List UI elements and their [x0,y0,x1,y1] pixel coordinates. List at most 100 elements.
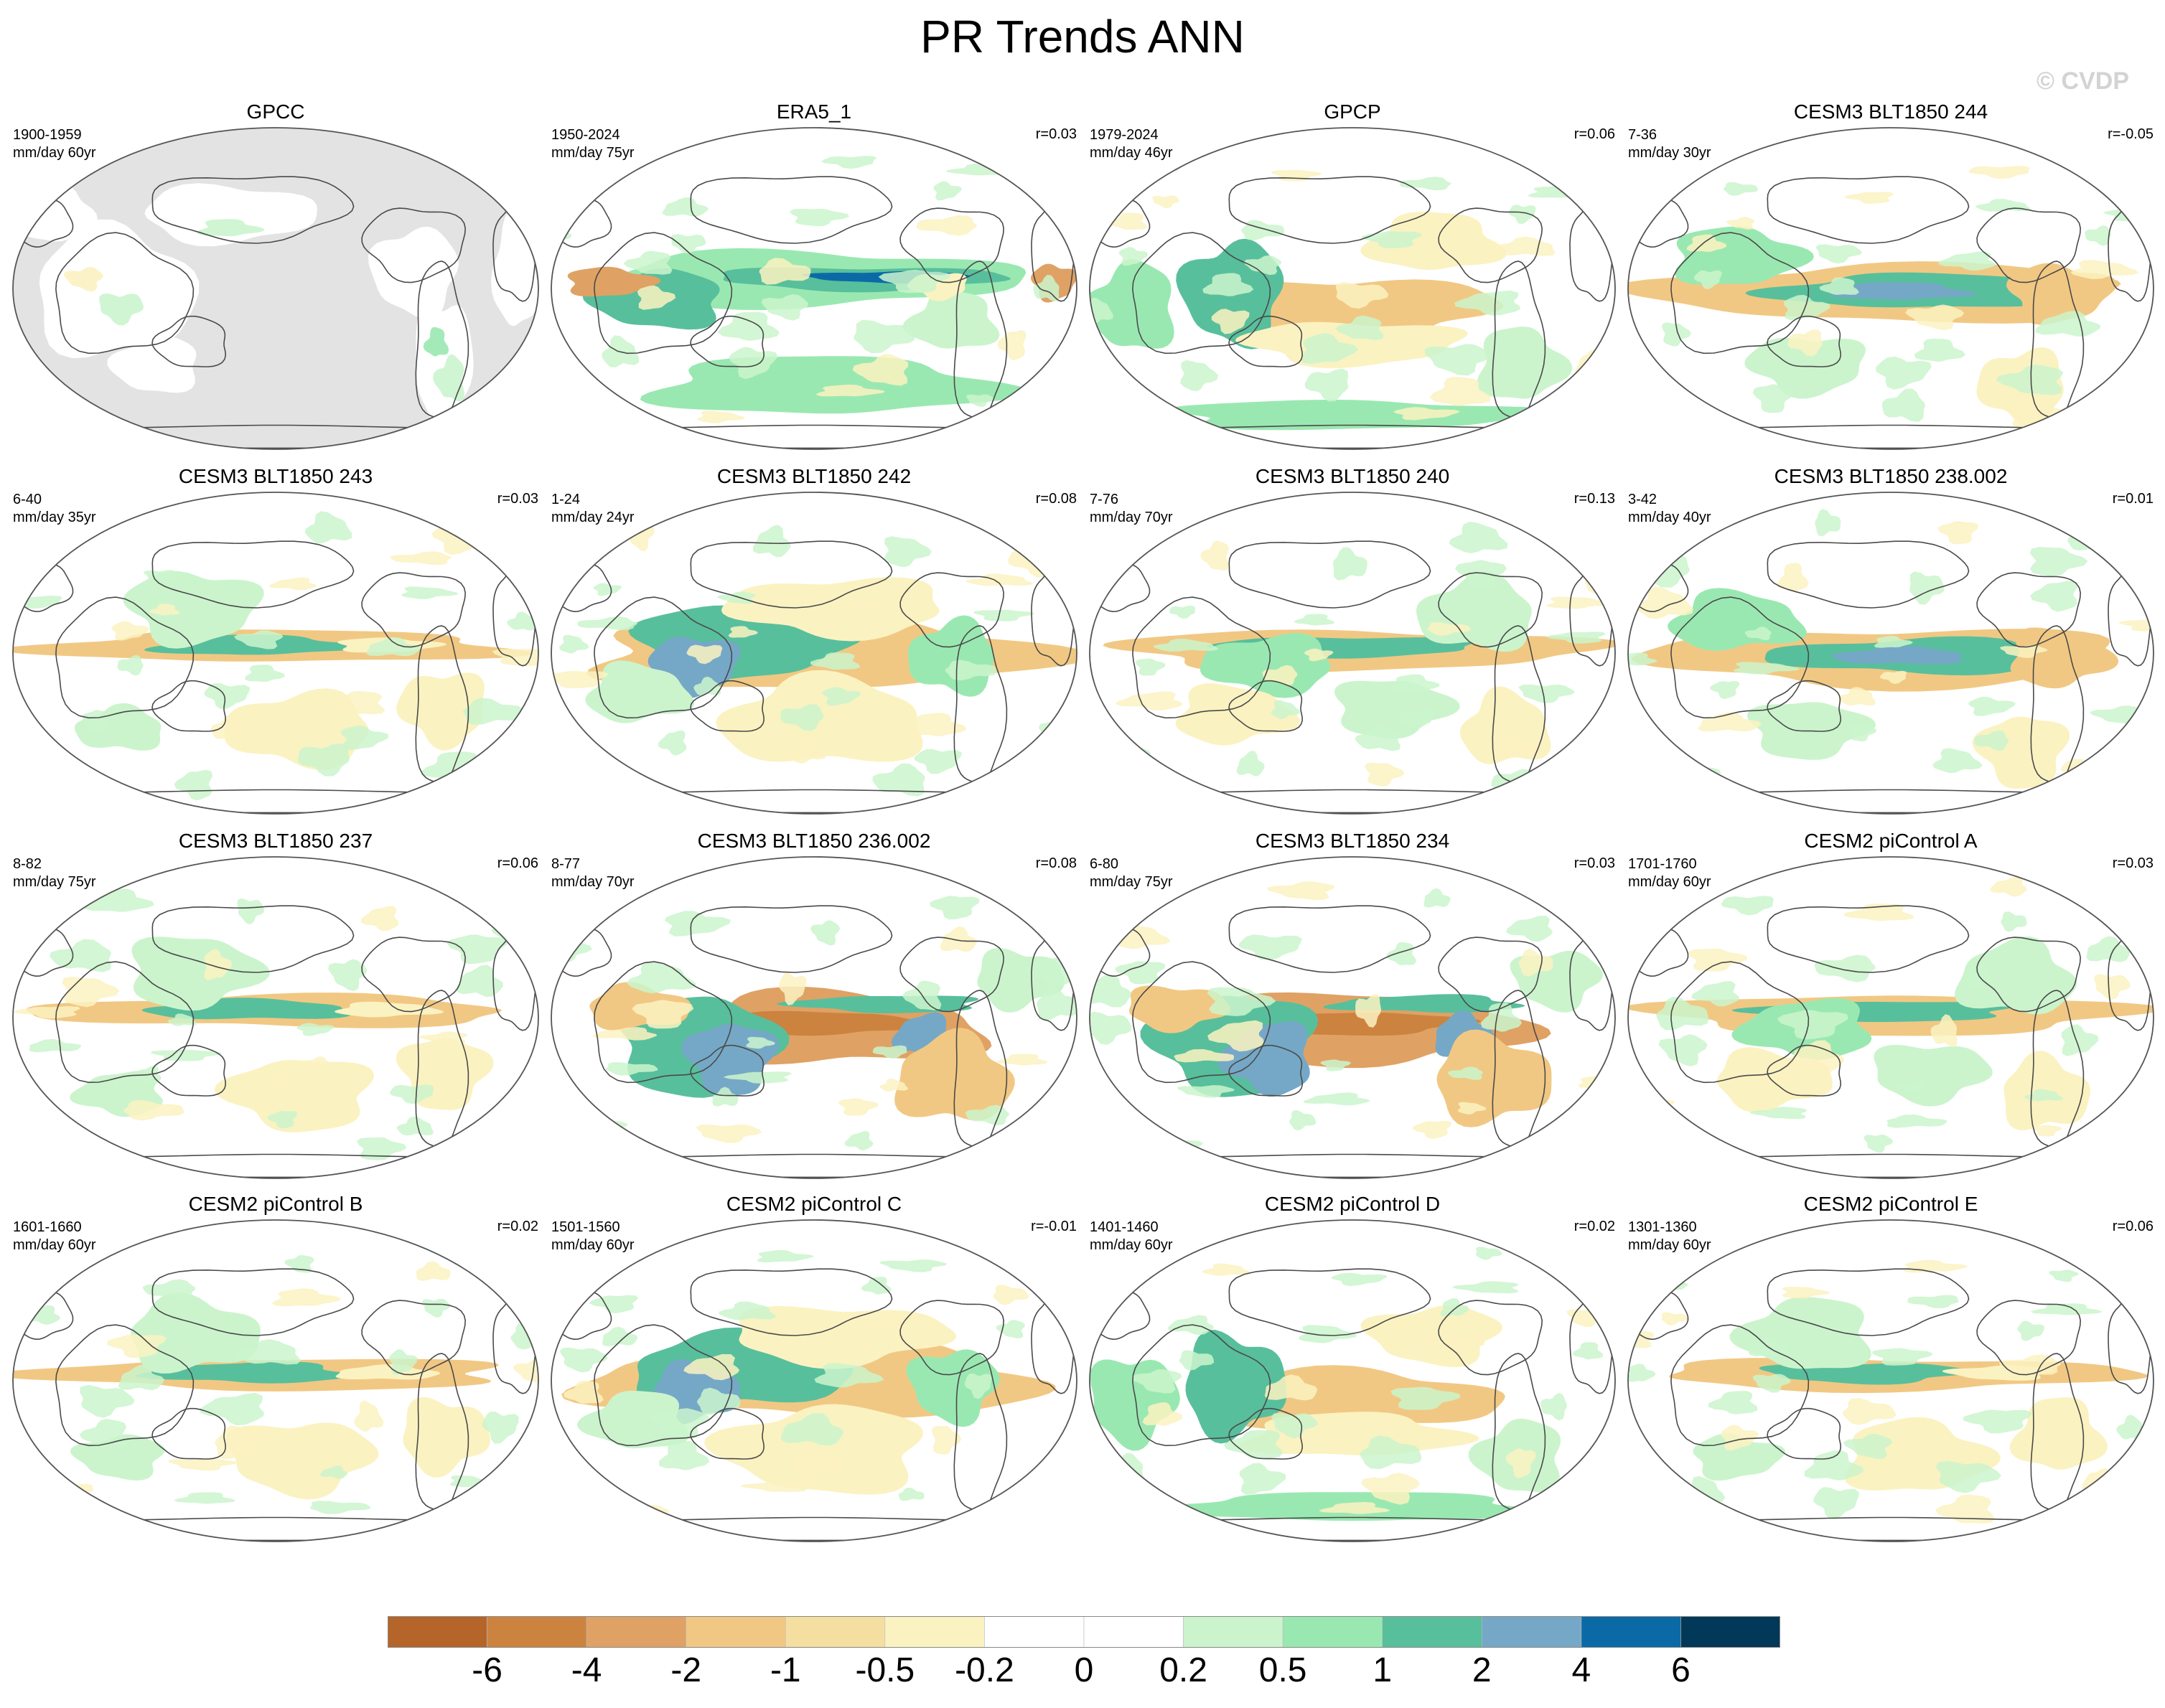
robinson-map [1089,492,1616,815]
trend-contour [1881,388,1925,422]
panel-title: CESM2 piControl C [726,1193,902,1215]
panel-title: CESM3 BLT1850 243 [178,465,373,487]
panel-units: mm/day 70yr [1090,510,1173,525]
trend-contour [997,330,1027,361]
trend-contour [1629,371,1655,405]
trend-contour [1518,949,1553,977]
coastline [151,1407,227,1460]
trend-contour [993,1285,1029,1305]
trend-contour [1236,751,1265,776]
coastline [361,207,467,283]
trend-contour [693,676,721,696]
trend-contour [696,1124,762,1143]
trend-contour [1744,337,1866,399]
coastline [690,680,765,732]
trend-contour [975,876,1014,895]
trend-contour [197,219,265,237]
robinson-map [12,1219,539,1542]
trend-contour [658,1440,710,1470]
trend-contour [1115,691,1183,710]
trend-contour [780,1413,844,1446]
trend-contour [880,1259,948,1272]
coastline [1767,1044,1842,1097]
trend-contour [356,1137,407,1160]
trend-contour [1360,1435,1422,1470]
panel-title: CESM3 BLT1850 237 [178,830,373,852]
trend-contour [1355,994,1382,1028]
panel-correlation: r=0.06 [497,855,538,871]
colorbar-swatch [686,1616,786,1648]
coastline [1767,905,1970,973]
panel-period: 8-82 [13,856,42,872]
colorbar-tick-label: 2 [1472,1651,1492,1689]
trend-contour [1135,658,1166,676]
trend-contour [838,1098,879,1116]
trend-contour [1759,1363,1975,1385]
map-panel: CESM2 piControl D 1401-1460 mm/day 60yr r=0… [1087,1194,1618,1546]
coastline [899,937,1005,1013]
trend-contour [551,1432,568,1466]
panel-title: CESM2 piControl D [1264,1193,1441,1215]
panel-title: CESM2 piControl B [188,1193,363,1215]
trend-contour [1335,315,1384,340]
trend-contour [1930,1014,1958,1048]
trend-contour [1319,1501,1390,1514]
trend-contour [1838,687,1876,705]
colorbar-tick-label: 4 [1571,1651,1591,1689]
trend-contour [1518,684,1575,704]
trend-contour [1152,195,1180,209]
trend-contour [757,1249,815,1263]
panel-period: 1950-2024 [551,127,620,143]
map-panel: CESM3 BLT1850 238.002 3-42 mm/day 40yr r=0.… [1625,466,2156,818]
trend-contour [74,703,162,751]
trend-contour [433,354,464,402]
colorbar-swatch [1581,1616,1681,1648]
coastline [1976,572,2082,648]
trend-contour [2030,581,2078,612]
trend-contour [746,1036,775,1049]
trend-contour [564,1380,604,1404]
trend-contour [416,1261,451,1281]
panel-period: 1701-1760 [1628,856,1697,872]
trend-contour [670,234,706,254]
trend-contour [303,1056,329,1070]
trend-contour [1686,234,1726,252]
trend-contour [1243,255,1282,276]
trend-contour [107,1334,167,1359]
trend-contour [1440,1298,1469,1317]
trend-contour [2116,1414,2145,1440]
trend-contour [284,1254,314,1273]
trend-contour [1871,1348,1933,1366]
panel-period: 1501-1560 [551,1219,620,1235]
panel-period-label: 1301-1360 mm/day 60yr [1628,1219,1711,1254]
trend-contour [1691,981,1739,1007]
coastline [1228,905,1431,973]
coastline [1767,1407,1842,1460]
trend-contour [810,920,841,946]
coastline [151,1268,355,1336]
map-border [1627,856,2154,1179]
coastline [1438,207,1543,283]
trend-contour [1334,680,1460,739]
trend-contour [964,1373,992,1399]
trend-contour [389,1084,434,1104]
trend-contour [1968,166,2030,179]
land-field [107,333,197,393]
trend-contour [210,714,246,741]
coastline [594,961,733,1084]
trend-contour [606,1062,658,1076]
trend-contour [1720,1425,1759,1451]
trend-contour [1005,509,1072,540]
trend-contour [933,181,962,201]
trend-contour [1271,1412,1318,1439]
coastline [151,905,355,973]
trend-contour [1271,700,1301,719]
panel-title: ERA5_1 [776,100,852,123]
trend-contour [861,1277,892,1295]
trend-contour [133,1065,162,1086]
trend-contour [559,1347,608,1373]
trend-contour [1814,954,1876,982]
map-panel: CESM2 piControl E 1301-1360 mm/day 60yr r=0… [1625,1194,2156,1546]
trend-contour [1448,1066,1484,1080]
trend-contour [1693,270,1723,289]
